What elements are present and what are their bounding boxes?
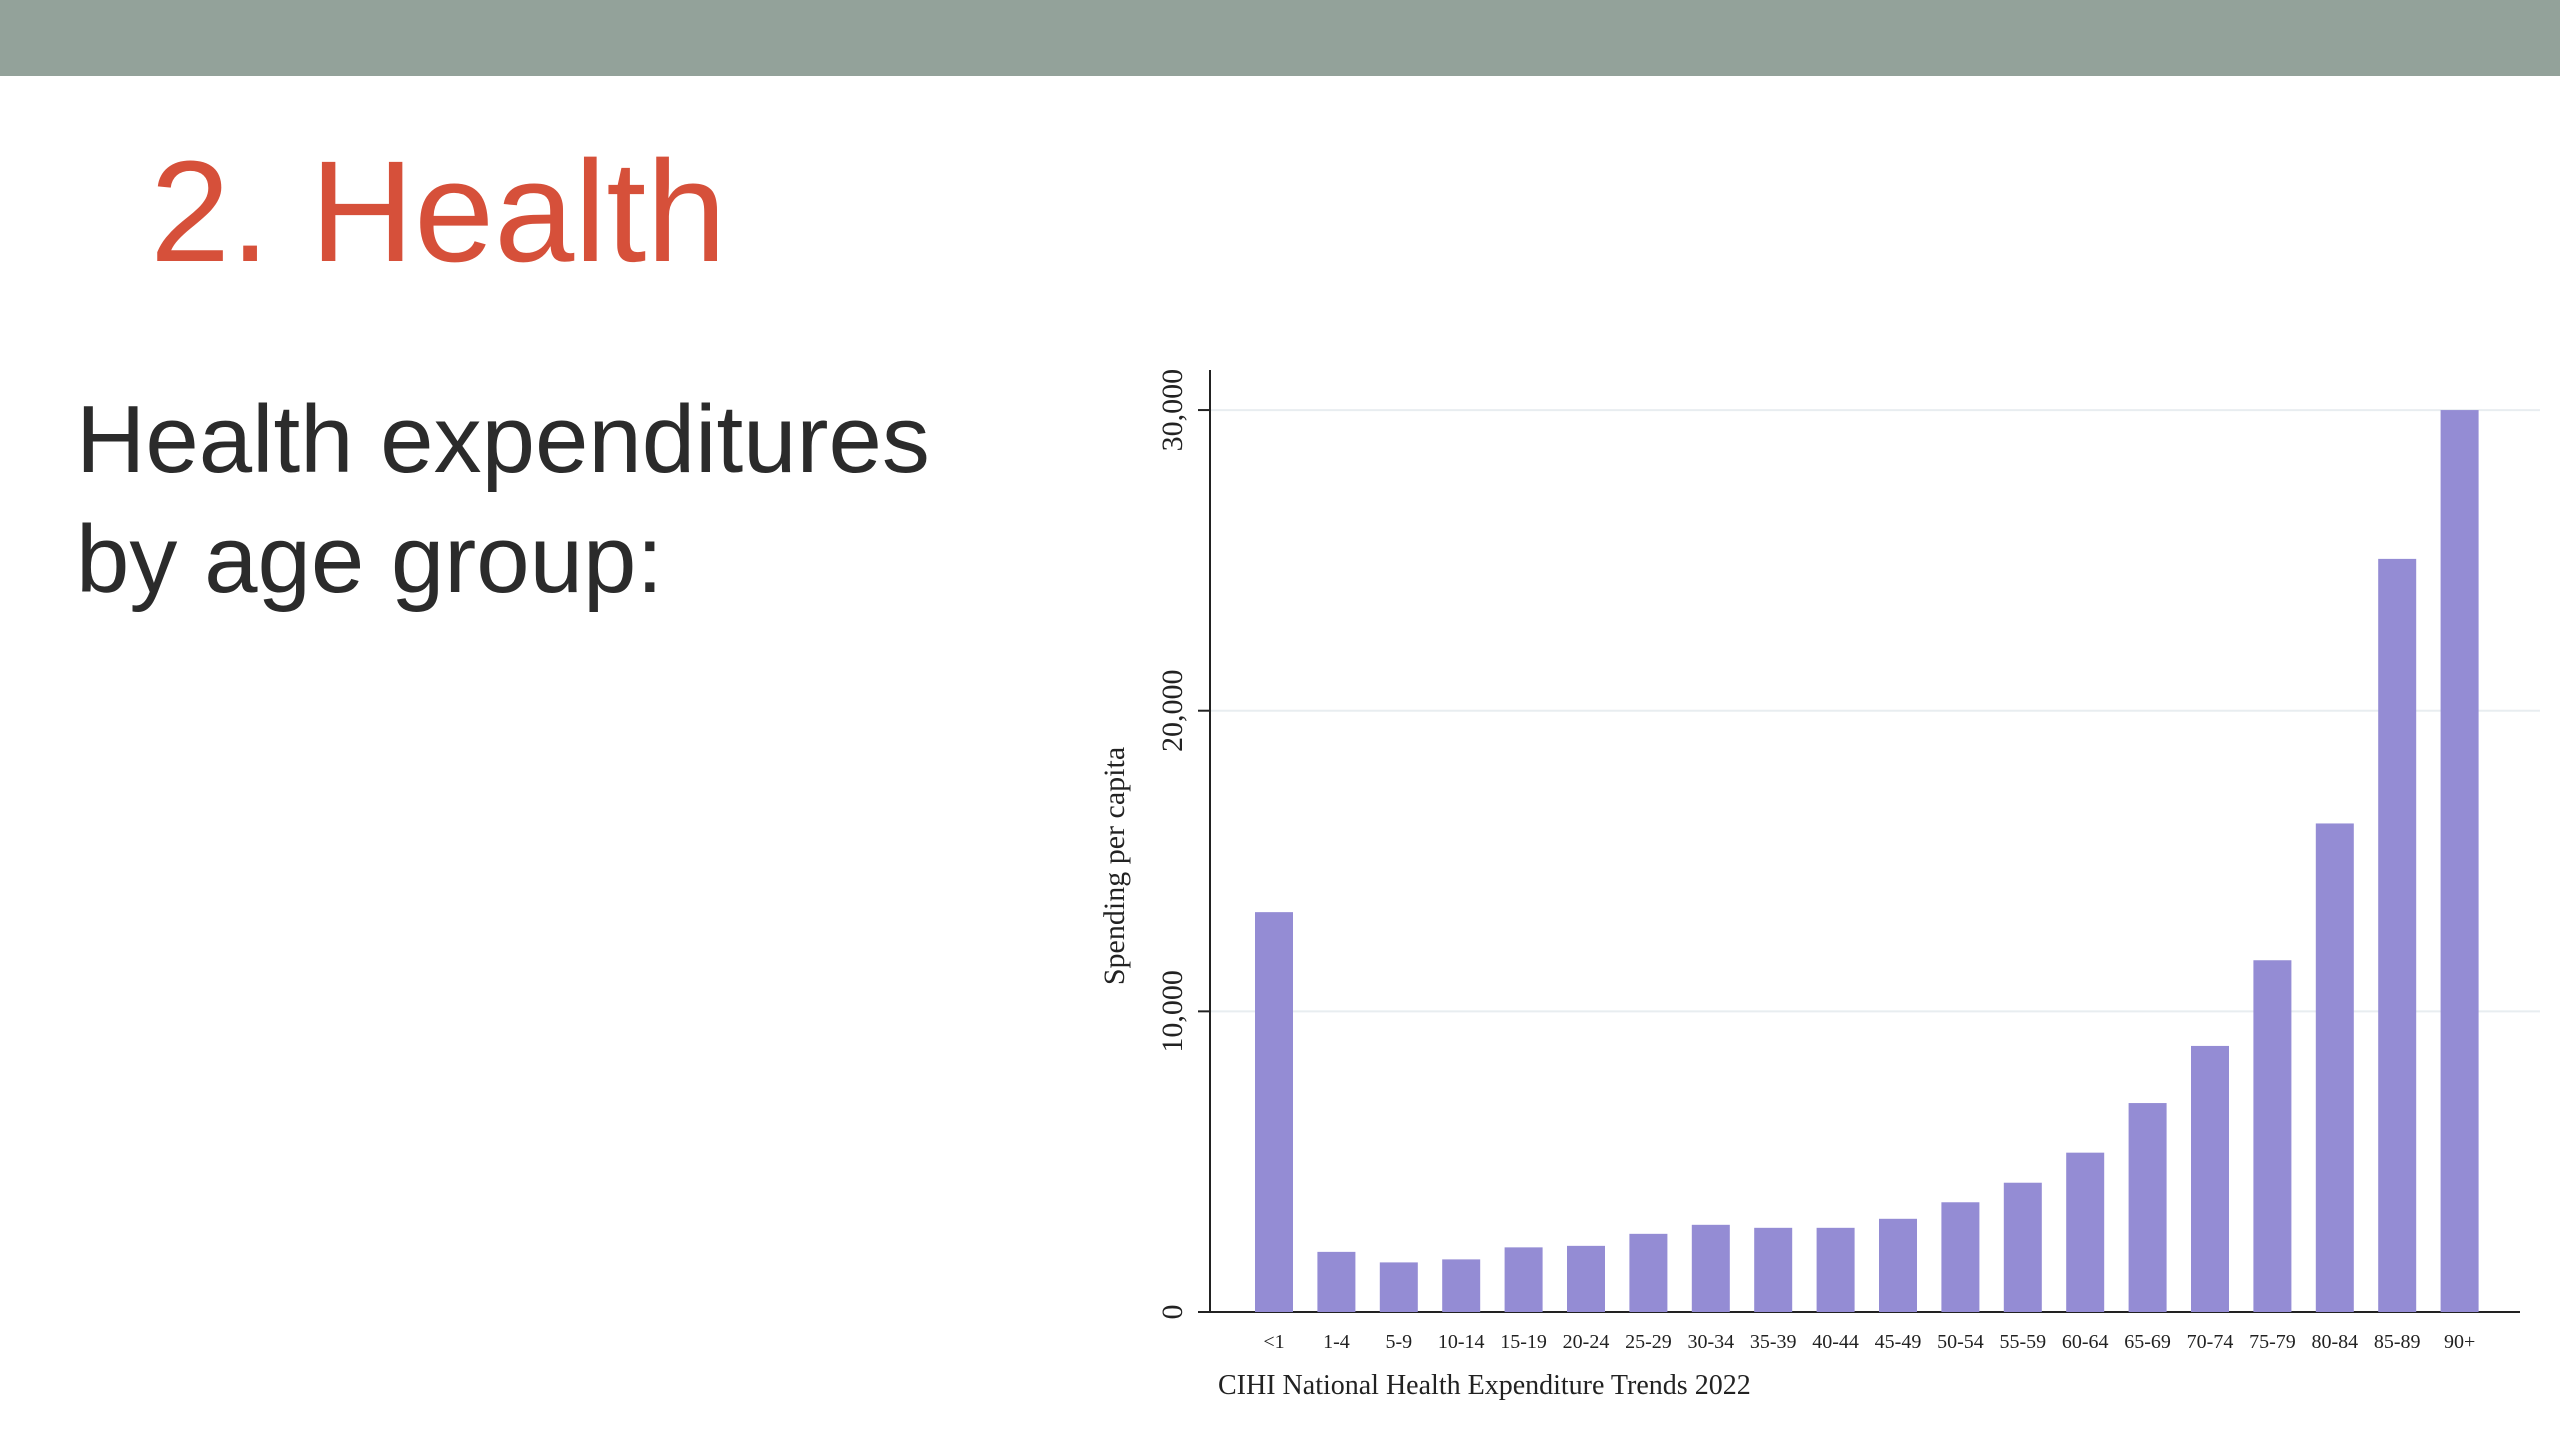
x-tick-label: 45-49 — [1875, 1331, 1922, 1353]
bar-35-39 — [1754, 1227, 1793, 1312]
x-tick-label: 50-54 — [1937, 1331, 1984, 1353]
bar-10-14 — [1442, 1259, 1481, 1312]
bar-5-9 — [1379, 1262, 1418, 1312]
bar-90+ — [2440, 410, 2479, 1312]
slide-title: 2. Health — [150, 131, 727, 292]
bar-65-69 — [2128, 1103, 2167, 1312]
bar-30-34 — [1691, 1224, 1730, 1312]
x-tick-label: 85-89 — [2374, 1331, 2421, 1353]
bar-40-44 — [1816, 1227, 1855, 1312]
body-line-2: by age group: — [76, 506, 664, 613]
x-tick-label: 60-64 — [2062, 1331, 2109, 1353]
x-tick-label: 1-4 — [1323, 1331, 1350, 1353]
x-tick-label: 10-14 — [1438, 1331, 1485, 1353]
bar-85-89 — [2378, 558, 2417, 1312]
x-tick-label: 70-74 — [2187, 1331, 2234, 1353]
bar-80-84 — [2315, 823, 2354, 1312]
bar-70-74 — [2191, 1045, 2229, 1312]
x-tick-label: 35-39 — [1750, 1331, 1797, 1353]
x-tick-label: 5-9 — [1385, 1331, 1412, 1353]
body-line-1: Health expenditures — [76, 386, 930, 493]
bar-1-4 — [1317, 1251, 1356, 1312]
y-tick-label: 10,000 — [1156, 970, 1189, 1053]
x-tick-label: <1 — [1263, 1331, 1284, 1353]
bar-25-29 — [1629, 1233, 1668, 1312]
x-tick-label: 40-44 — [1812, 1331, 1859, 1353]
x-tick-label: 75-79 — [2249, 1331, 2296, 1353]
bar-50-54 — [1941, 1202, 1980, 1312]
x-tick-label: 25-29 — [1625, 1331, 1672, 1353]
bar-55-59 — [2003, 1182, 2042, 1312]
x-tick-label: 90+ — [2444, 1331, 2475, 1353]
y-tick-label: 20,000 — [1156, 669, 1189, 752]
bar-<1 — [1255, 912, 1293, 1312]
y-tick-label: 30,000 — [1156, 369, 1189, 452]
x-tick-labels: <1 1-4 5-9 10-14 15-19 20-24 25-29 30-34 35-39 40… — [1263, 1331, 2475, 1353]
top-banner — [0, 0, 2560, 76]
x-tick-label: 55-59 — [1999, 1331, 2046, 1353]
x-tick-label: 65-69 — [2124, 1331, 2171, 1353]
bars — [1255, 410, 2479, 1312]
x-tick-label: 30-34 — [1687, 1331, 1734, 1353]
slide-body: Health expenditures by age group: — [76, 380, 1076, 620]
bar-15-19 — [1504, 1247, 1543, 1312]
source-note: CIHI National Health Expenditure Trends … — [1218, 1370, 1751, 1401]
bar-60-64 — [2066, 1152, 2105, 1312]
expenditure-bar-chart: 0 10,000 20,000 30,000 <1 1-4 5-9 10-14 15-19 20… — [1098, 369, 2540, 1401]
y-tick-label: 0 — [1156, 1305, 1189, 1320]
bar-45-49 — [1879, 1218, 1917, 1312]
x-tick-label: 80-84 — [2311, 1331, 2358, 1353]
bar-75-79 — [2253, 960, 2292, 1312]
x-tick-label: 20-24 — [1563, 1331, 1610, 1353]
bar-20-24 — [1567, 1245, 1605, 1312]
x-tick-label: 15-19 — [1500, 1331, 1547, 1353]
y-tick-labels: 0 10,000 20,000 30,000 — [1156, 369, 1210, 1320]
y-axis-label: Spending per capita — [1098, 747, 1131, 985]
